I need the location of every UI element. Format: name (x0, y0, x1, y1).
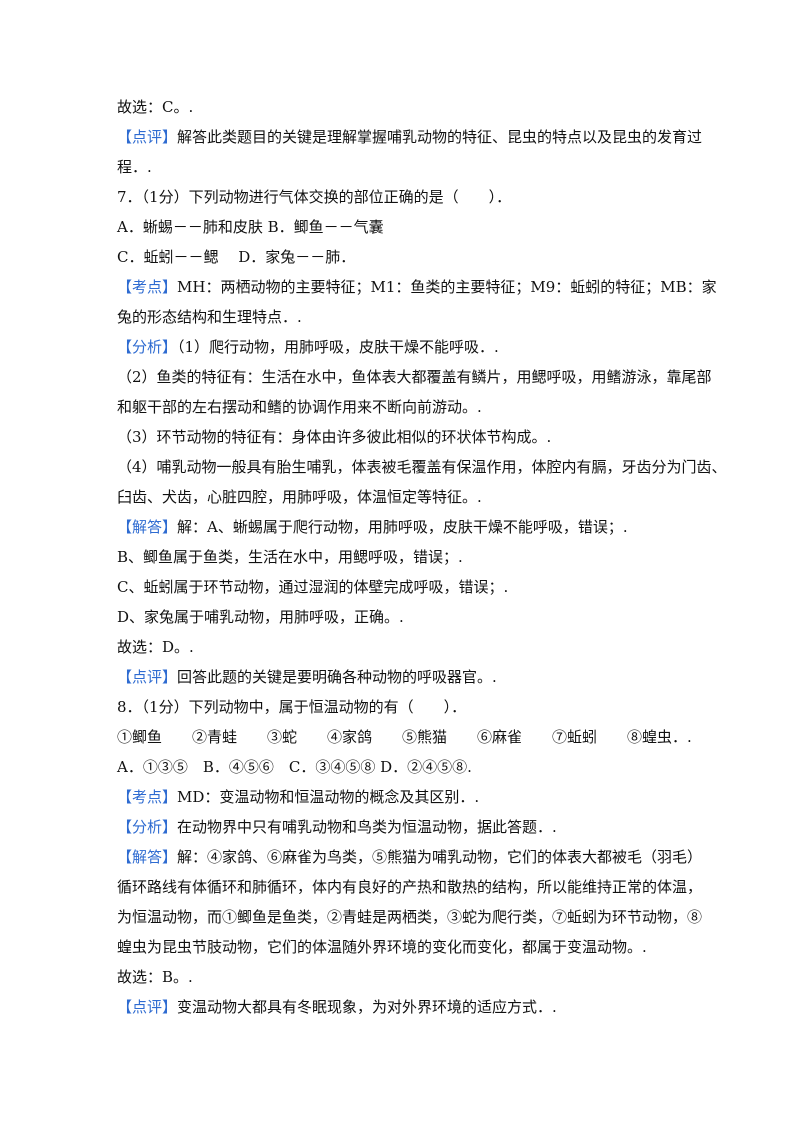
line-text: 在动物界中只有哺乳动物和鸟类为恒温动物，据此答题．. (177, 818, 557, 836)
line-text: C、蚯蚓属于环节动物，通过湿润的体壁完成呼吸，错误；. (117, 578, 509, 596)
text-line: 故选：C。. (117, 92, 697, 122)
text-line: 【解答】解：A、蜥蜴属于爬行动物，用肺呼吸，皮肤干燥不能呼吸，错误；. (117, 512, 697, 542)
section-tag: 【点评】 (117, 998, 178, 1016)
text-line: 【点评】解答此类题目的关键是理解掌握哺乳动物的特征、昆虫的特点以及昆虫的发育过 (117, 122, 702, 152)
section-tag: 【考点】 (117, 278, 178, 296)
text-line: 程．. (117, 152, 697, 182)
text-line: 【分析】（1）爬行动物，用肺呼吸，皮肤干燥不能呼吸．. (117, 332, 697, 362)
line-text: 故选：C。. (117, 98, 194, 116)
text-line: （2）鱼类的特征有：生活在水中，鱼体表大都覆盖有鳞片，用鳃呼吸，用鳍游泳，靠尾部 (117, 362, 712, 392)
section-tag: 【分析】 (117, 338, 178, 356)
line-text: B、鲫鱼属于鱼类，生活在水中，用鳃呼吸，错误；. (117, 548, 463, 566)
line-text: MD：变温动物和恒温动物的概念及其区别．. (177, 788, 480, 806)
text-line: A．①③⑤ B．④⑤⑥ C．③④⑤⑧ D．②④⑤⑧. (117, 752, 697, 782)
text-line: 故选：B。. (117, 962, 697, 992)
section-tag: 【分析】 (117, 818, 178, 836)
section-tag: 【解答】 (117, 848, 178, 866)
line-text: （2）鱼类的特征有：生活在水中，鱼体表大都覆盖有鳞片，用鳃呼吸，用鳍游泳，靠尾部 (117, 368, 712, 386)
text-line: 为恒温动物，而①鲫鱼是鱼类，②青蛙是两栖类，③蛇为爬行类，⑦蚯蚓为环节动物，⑧ (117, 902, 702, 932)
text-line: C、蚯蚓属于环节动物，通过湿润的体壁完成呼吸，错误；. (117, 572, 697, 602)
section-tag: 【考点】 (117, 788, 178, 806)
text-line: 【考点】MH：两栖动物的主要特征；M1：鱼类的主要特征；M9：蚯蚓的特征；MB：… (117, 272, 717, 302)
line-text: 解答此类题目的关键是理解掌握哺乳动物的特征、昆虫的特点以及昆虫的发育过 (177, 128, 703, 146)
line-text: （3）环节动物的特征有：身体由许多彼此相似的环状体节构成。. (117, 428, 552, 446)
text-line: 故选：D。. (117, 632, 697, 662)
text-line: 【点评】回答此题的关键是要明确各种动物的呼吸器官。. (117, 662, 697, 692)
line-text: 兔的形态结构和生理特点．. (117, 308, 302, 326)
line-text: 解：A、蜥蜴属于爬行动物，用肺呼吸，皮肤干燥不能呼吸，错误；. (177, 518, 628, 536)
line-text: 回答此题的关键是要明确各种动物的呼吸器官。. (177, 668, 497, 686)
line-text: MH：两栖动物的主要特征；M1：鱼类的主要特征；M9：蚯蚓的特征；MB：家 (177, 278, 717, 296)
text-line: A．蜥蜴－－肺和皮肤 B．鲫鱼－－气囊 (117, 212, 697, 242)
line-text: A．蜥蜴－－肺和皮肤 B．鲫鱼－－气囊 (117, 218, 384, 236)
line-text: （4）哺乳动物一般具有胎生哺乳，体表被毛覆盖有保温作用，体腔内有膈，牙齿分为门齿… (117, 458, 727, 476)
line-text: 臼齿、犬齿，心脏四腔，用肺呼吸，体温恒定等特征。. (117, 488, 482, 506)
line-text: 为恒温动物，而①鲫鱼是鱼类，②青蛙是两栖类，③蛇为爬行类，⑦蚯蚓为环节动物，⑧ (117, 908, 703, 926)
line-text: 蝗虫为昆虫节肢动物，它们的体温随外界环境的变化而变化，都属于变温动物。. (117, 938, 647, 956)
document-body: 故选：C。. 【点评】解答此类题目的关键是理解掌握哺乳动物的特征、昆虫的特点以及昆… (117, 92, 727, 1022)
text-line: （4）哺乳动物一般具有胎生哺乳，体表被毛覆盖有保温作用，体腔内有膈，牙齿分为门齿… (117, 452, 727, 482)
text-line: D、家兔属于哺乳动物，用肺呼吸，正确。. (117, 602, 697, 632)
line-text: 故选：D。. (117, 638, 194, 656)
line-text: C．蚯蚓－－鳃 D．家兔－－肺． (117, 248, 356, 266)
text-line: 8．（1分）下列动物中，属于恒温动物的有（ ）． (117, 692, 697, 722)
text-line: 【解答】解：④家鸽、⑥麻雀为鸟类，⑤熊猫为哺乳动物，它们的体表大都被毛（羽毛） (117, 842, 702, 872)
text-line: 【考点】MD：变温动物和恒温动物的概念及其区别．. (117, 782, 697, 812)
line-text: D、家兔属于哺乳动物，用肺呼吸，正确。. (117, 608, 404, 626)
line-text: 程．. (117, 158, 152, 176)
text-line: C．蚯蚓－－鳃 D．家兔－－肺． (117, 242, 697, 272)
text-line: 兔的形态结构和生理特点．. (117, 302, 697, 332)
text-line: 和躯干部的左右摆动和鳍的协调作用来不断向前游动。. (117, 392, 697, 422)
line-text: 故选：B。. (117, 968, 193, 986)
line-text: （1）爬行动物，用肺呼吸，皮肤干燥不能呼吸．. (177, 338, 499, 356)
line-text: 循环路线有体循环和肺循环，体内有良好的产热和散热的结构，所以能维持正常的体温， (117, 878, 703, 896)
text-line: 7．（1分）下列动物进行气体交换的部位正确的是（ ）． (117, 182, 697, 212)
line-text: 7．（1分）下列动物进行气体交换的部位正确的是（ ）． (117, 188, 512, 206)
line-text: 解：④家鸽、⑥麻雀为鸟类，⑤熊猫为哺乳动物，它们的体表大都被毛（羽毛） (177, 848, 703, 866)
line-text: A．①③⑤ B．④⑤⑥ C．③④⑤⑧ D．②④⑤⑧. (117, 758, 472, 776)
text-line: ①鲫鱼 ②青蛙 ③蛇 ④家鸽 ⑤熊猫 ⑥麻雀 ⑦蚯蚓 ⑧蝗虫．. (117, 722, 697, 752)
text-line: 【分析】在动物界中只有哺乳动物和鸟类为恒温动物，据此答题．. (117, 812, 697, 842)
section-tag: 【点评】 (117, 128, 178, 146)
text-line: B、鲫鱼属于鱼类，生活在水中，用鳃呼吸，错误；. (117, 542, 697, 572)
text-line: （3）环节动物的特征有：身体由许多彼此相似的环状体节构成。. (117, 422, 697, 452)
section-tag: 【点评】 (117, 668, 178, 686)
text-line: 循环路线有体循环和肺循环，体内有良好的产热和散热的结构，所以能维持正常的体温， (117, 872, 702, 902)
line-text: 变温动物大都具有冬眠现象，为对外界环境的适应方式．. (177, 998, 557, 1016)
line-text: 和躯干部的左右摆动和鳍的协调作用来不断向前游动。. (117, 398, 482, 416)
text-line: 蝗虫为昆虫节肢动物，它们的体温随外界环境的变化而变化，都属于变温动物。. (117, 932, 697, 962)
line-text: ①鲫鱼 ②青蛙 ③蛇 ④家鸽 ⑤熊猫 ⑥麻雀 ⑦蚯蚓 ⑧蝗虫．. (117, 728, 692, 746)
text-line: 臼齿、犬齿，心脏四腔，用肺呼吸，体温恒定等特征。. (117, 482, 697, 512)
line-text: 8．（1分）下列动物中，属于恒温动物的有（ ）． (117, 698, 467, 716)
text-line: 【点评】变温动物大都具有冬眠现象，为对外界环境的适应方式．. (117, 992, 697, 1022)
section-tag: 【解答】 (117, 518, 178, 536)
